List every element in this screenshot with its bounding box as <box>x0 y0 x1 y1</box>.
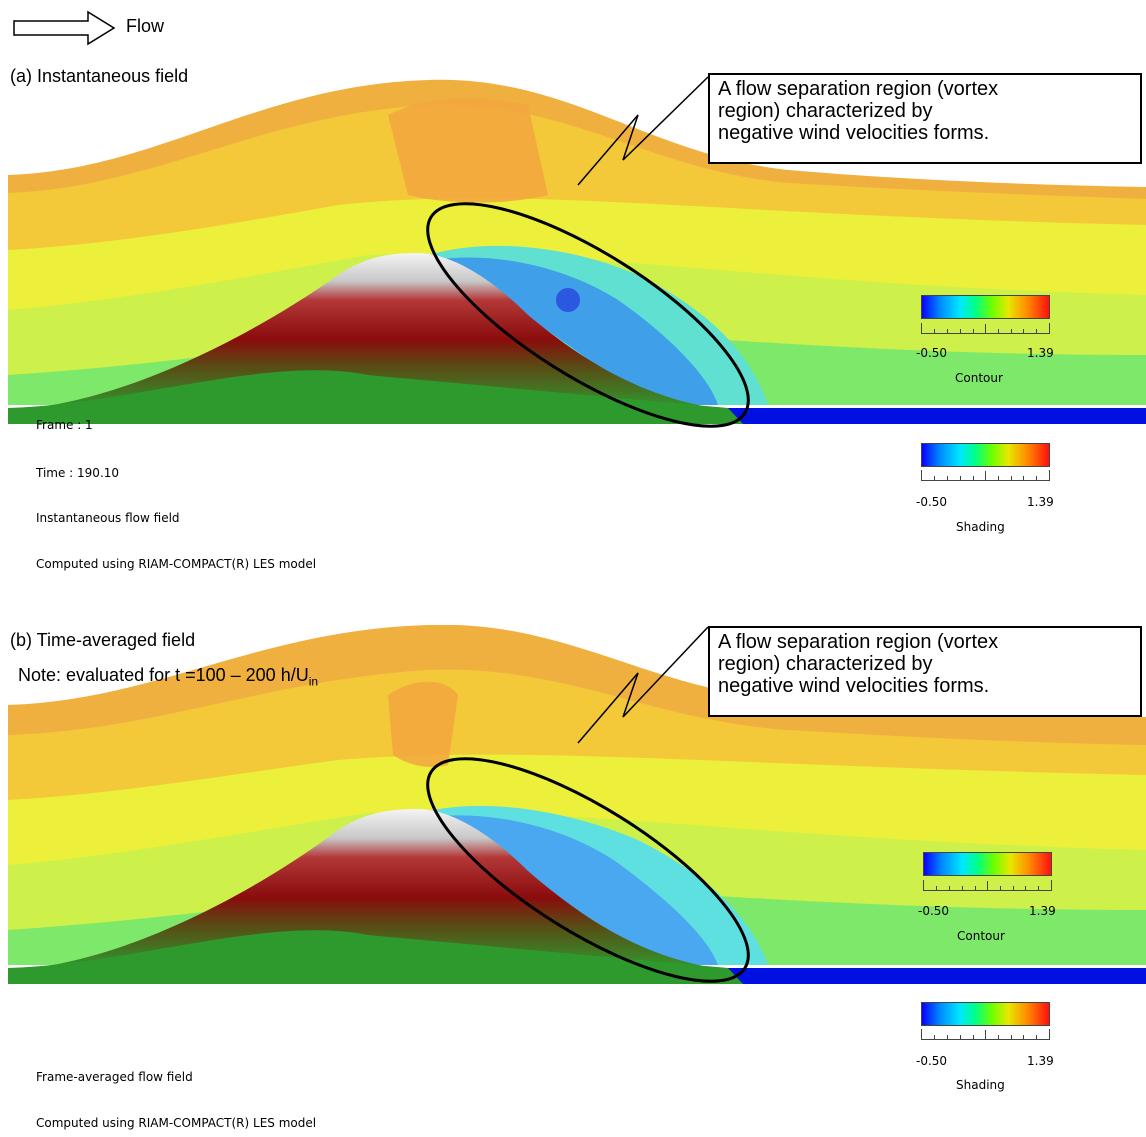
shading-colorbar-b <box>921 1002 1050 1026</box>
shading-min-a: -0.50 <box>916 495 948 509</box>
averaging-note-text: Note: evaluated for t =100 – 200 h/U <box>18 665 309 685</box>
shading-label-a: Shading <box>956 520 1005 534</box>
callout-line-1: A flow separation region (vortex <box>718 631 999 653</box>
shading-label-b: Shading <box>956 1078 1005 1092</box>
time-label: Time : 190.10 <box>36 466 120 480</box>
contour-min-b: -0.50 <box>918 904 950 918</box>
shading-ticks-b <box>921 1029 1050 1040</box>
separation-ellipse-b <box>426 757 750 983</box>
computed-label-a: Computed using RIAM-COMPACT(R) LES model <box>36 557 317 571</box>
shading-ticks-a <box>921 470 1050 481</box>
contour-max-b: 1.39 <box>1029 904 1056 918</box>
callout-leader-a <box>577 76 709 186</box>
shading-max-b: 1.39 <box>1027 1054 1054 1068</box>
flow-label: Flow <box>126 16 165 36</box>
callout-line-2: region) characterized by <box>718 100 933 122</box>
contour-min-a: -0.50 <box>916 346 948 360</box>
callout-line-2: region) characterized by <box>718 653 933 675</box>
callout-box-b: A flow separation region (vortex region)… <box>708 626 1142 717</box>
separation-ellipse-a <box>426 202 750 428</box>
flow-field-instantaneous <box>8 76 1146 428</box>
contour-max-a: 1.39 <box>1027 346 1054 360</box>
contour-colorbar-a <box>921 295 1050 319</box>
computed-label-b: Computed using RIAM-COMPACT(R) LES model <box>36 1116 317 1130</box>
contour-colorbar-b <box>923 852 1052 876</box>
contour-label-a: Contour <box>955 371 1003 385</box>
callout-line-3: negative wind velocities forms. <box>718 122 990 144</box>
callout-box-a: A flow separation region (vortex region)… <box>708 73 1142 164</box>
frame-label: Frame : 1 <box>36 418 93 432</box>
callout-line-1: A flow separation region (vortex <box>718 78 999 100</box>
flow-arrow-icon <box>13 10 116 46</box>
contour-label-b: Contour <box>957 929 1005 943</box>
shading-colorbar-a <box>921 443 1050 467</box>
averaging-note-sub: in <box>308 674 319 689</box>
callout-line-3: negative wind velocities forms. <box>718 675 990 697</box>
contour-ticks-a <box>921 323 1050 334</box>
shading-max-a: 1.39 <box>1027 495 1054 509</box>
panel-a-title: (a) Instantaneous field <box>10 66 189 86</box>
field-description-a: Instantaneous flow field <box>36 511 180 525</box>
contour-ticks-b <box>923 880 1052 891</box>
callout-leader-b <box>577 626 709 744</box>
panel-b-title: (b) Time-averaged field <box>10 630 196 650</box>
shading-min-b: -0.50 <box>916 1054 948 1068</box>
field-description-b: Frame-averaged flow field <box>36 1070 193 1084</box>
averaging-note: Note: evaluated for t =100 – 200 h/Uin <box>18 665 318 689</box>
